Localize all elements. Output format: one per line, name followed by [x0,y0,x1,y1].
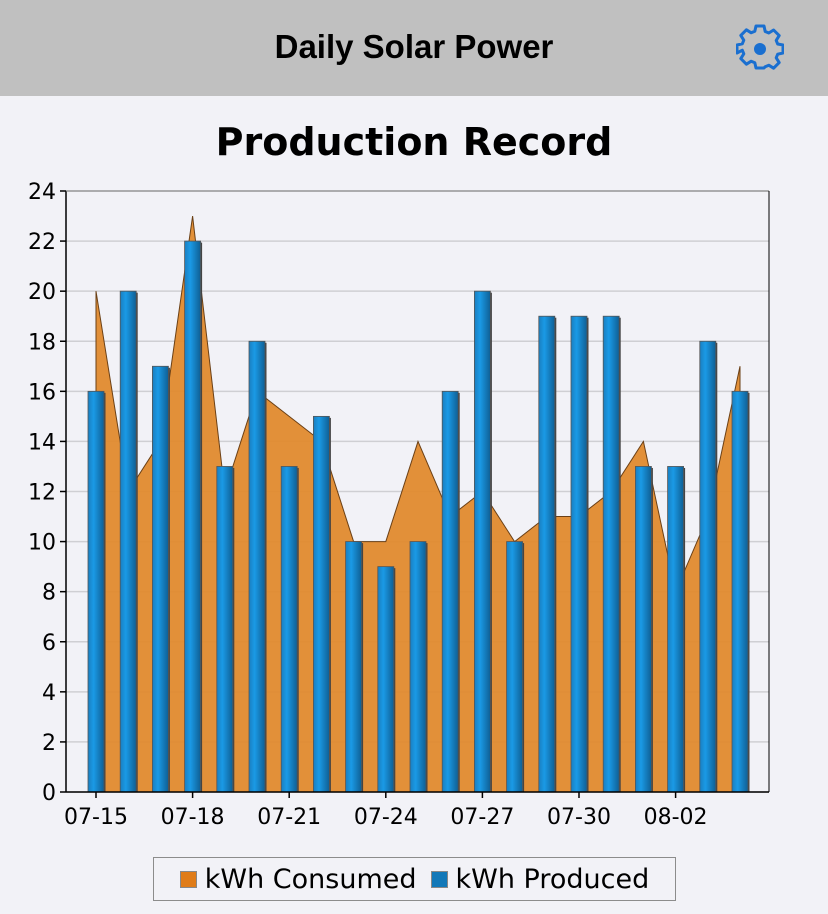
bar-kwh-produced [602,315,620,793]
bar-kwh-produced [248,340,266,793]
y-tick-label: 6 [42,631,56,656]
legend-swatch-produced [430,870,448,888]
bar-kwh-produced [731,390,749,793]
bar-kwh-produced [151,365,169,793]
x-tick-label: 07-18 [161,805,225,830]
y-tick-label: 4 [42,681,56,706]
x-tick-label: 08-02 [644,805,708,830]
bar-kwh-produced [473,290,491,793]
bar-kwh-produced [441,390,459,793]
chart-legend: kWh Consumed kWh Produced [153,857,676,901]
bar-kwh-produced [409,541,427,793]
bar-kwh-produced [87,390,105,793]
app-header: Daily Solar Power [0,0,828,96]
bar-kwh-produced [312,415,330,793]
legend-label-produced: kWh Produced [455,863,650,895]
bar-kwh-produced [345,541,363,793]
legend-item-produced: kWh Produced [430,863,650,895]
y-tick-label: 22 [28,230,56,255]
y-tick-label: 12 [28,481,56,506]
y-tick-label: 0 [42,781,56,806]
legend-label-consumed: kWh Consumed [204,863,417,895]
bar-kwh-produced [635,466,652,793]
bar-kwh-produced [377,566,395,793]
bar-kwh-produced [570,315,588,793]
bar-kwh-produced [119,290,137,793]
bar-kwh-produced [667,466,684,793]
y-tick-label: 24 [28,180,56,205]
bar-kwh-produced [280,466,298,793]
x-tick-label: 07-21 [257,805,321,830]
y-tick-label: 18 [28,330,56,355]
x-tick-label: 07-24 [354,805,418,830]
gear-icon[interactable] [736,24,784,72]
bar-kwh-produced [216,466,234,793]
y-tick-label: 2 [42,731,56,756]
bar-kwh-produced [538,315,556,793]
bar-kwh-produced [506,541,524,793]
y-tick-label: 14 [28,430,56,455]
y-tick-label: 20 [28,280,56,305]
bar-kwh-produced [184,240,202,793]
legend-item-consumed: kWh Consumed [179,863,417,895]
x-tick-label: 07-30 [547,805,611,830]
chart-title: Production Record [215,120,613,164]
legend-swatch-consumed [179,870,197,888]
y-tick-label: 16 [28,380,56,405]
y-tick-label: 10 [28,531,56,556]
x-tick-label: 07-15 [64,805,128,830]
bar-kwh-produced [699,340,717,793]
x-tick-label: 07-27 [450,805,514,830]
y-tick-label: 8 [42,581,56,606]
app-title: Daily Solar Power [274,28,554,65]
